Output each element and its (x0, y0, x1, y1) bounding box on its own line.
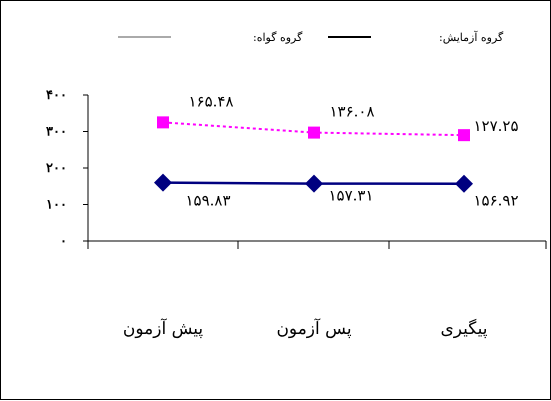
legend: گروه آزمایش: گروه گواه: (118, 31, 504, 44)
data-point-marker (458, 129, 470, 142)
y-tick-label: ۱۰۰ (46, 198, 67, 213)
data-label: ۱۵۹.۸۳ (185, 192, 230, 210)
data-label: ۱۲۷.۲۵ (473, 117, 518, 135)
data-point-marker (308, 126, 320, 139)
data-label: ۱۳۶.۰۸ (329, 103, 374, 121)
x-category-label: پس آزمون (276, 317, 351, 339)
y-tick-label: ۰ (60, 234, 67, 249)
data-point-marker (157, 116, 169, 129)
data-point-marker (455, 174, 473, 193)
legend-entry: گروه گواه: (253, 31, 303, 44)
data-label: ۱۶۵.۴۸ (188, 92, 233, 110)
data-point-marker (305, 174, 323, 193)
y-tick-label: ۲۰۰ (46, 161, 67, 176)
x-category-label: پیش آزمون (123, 317, 204, 339)
data-label: ۱۵۶.۹۲ (473, 192, 518, 210)
x-category-label: پیگیری (440, 318, 487, 339)
legend-entry: گروه آزمایش: (439, 31, 504, 44)
plot-area: ۱۶۵.۴۸ ۱۳۶.۰۸ ۱۲۷.۲۵ ۱۵۹.۸۳ ۱۵۷.۳۱ ۱۵۶.۹۲ (154, 92, 519, 210)
y-tick-label: ۴۰۰ (46, 88, 67, 103)
data-point-marker (154, 173, 172, 192)
axes: ۰ ۱۰۰ ۲۰۰ ۳۰۰ ۴۰۰ پیش آزمون پس آزمون پیگیری (46, 88, 547, 339)
data-label: ۱۵۷.۳۱ (328, 187, 373, 205)
y-tick-label: ۳۰۰ (46, 125, 67, 140)
